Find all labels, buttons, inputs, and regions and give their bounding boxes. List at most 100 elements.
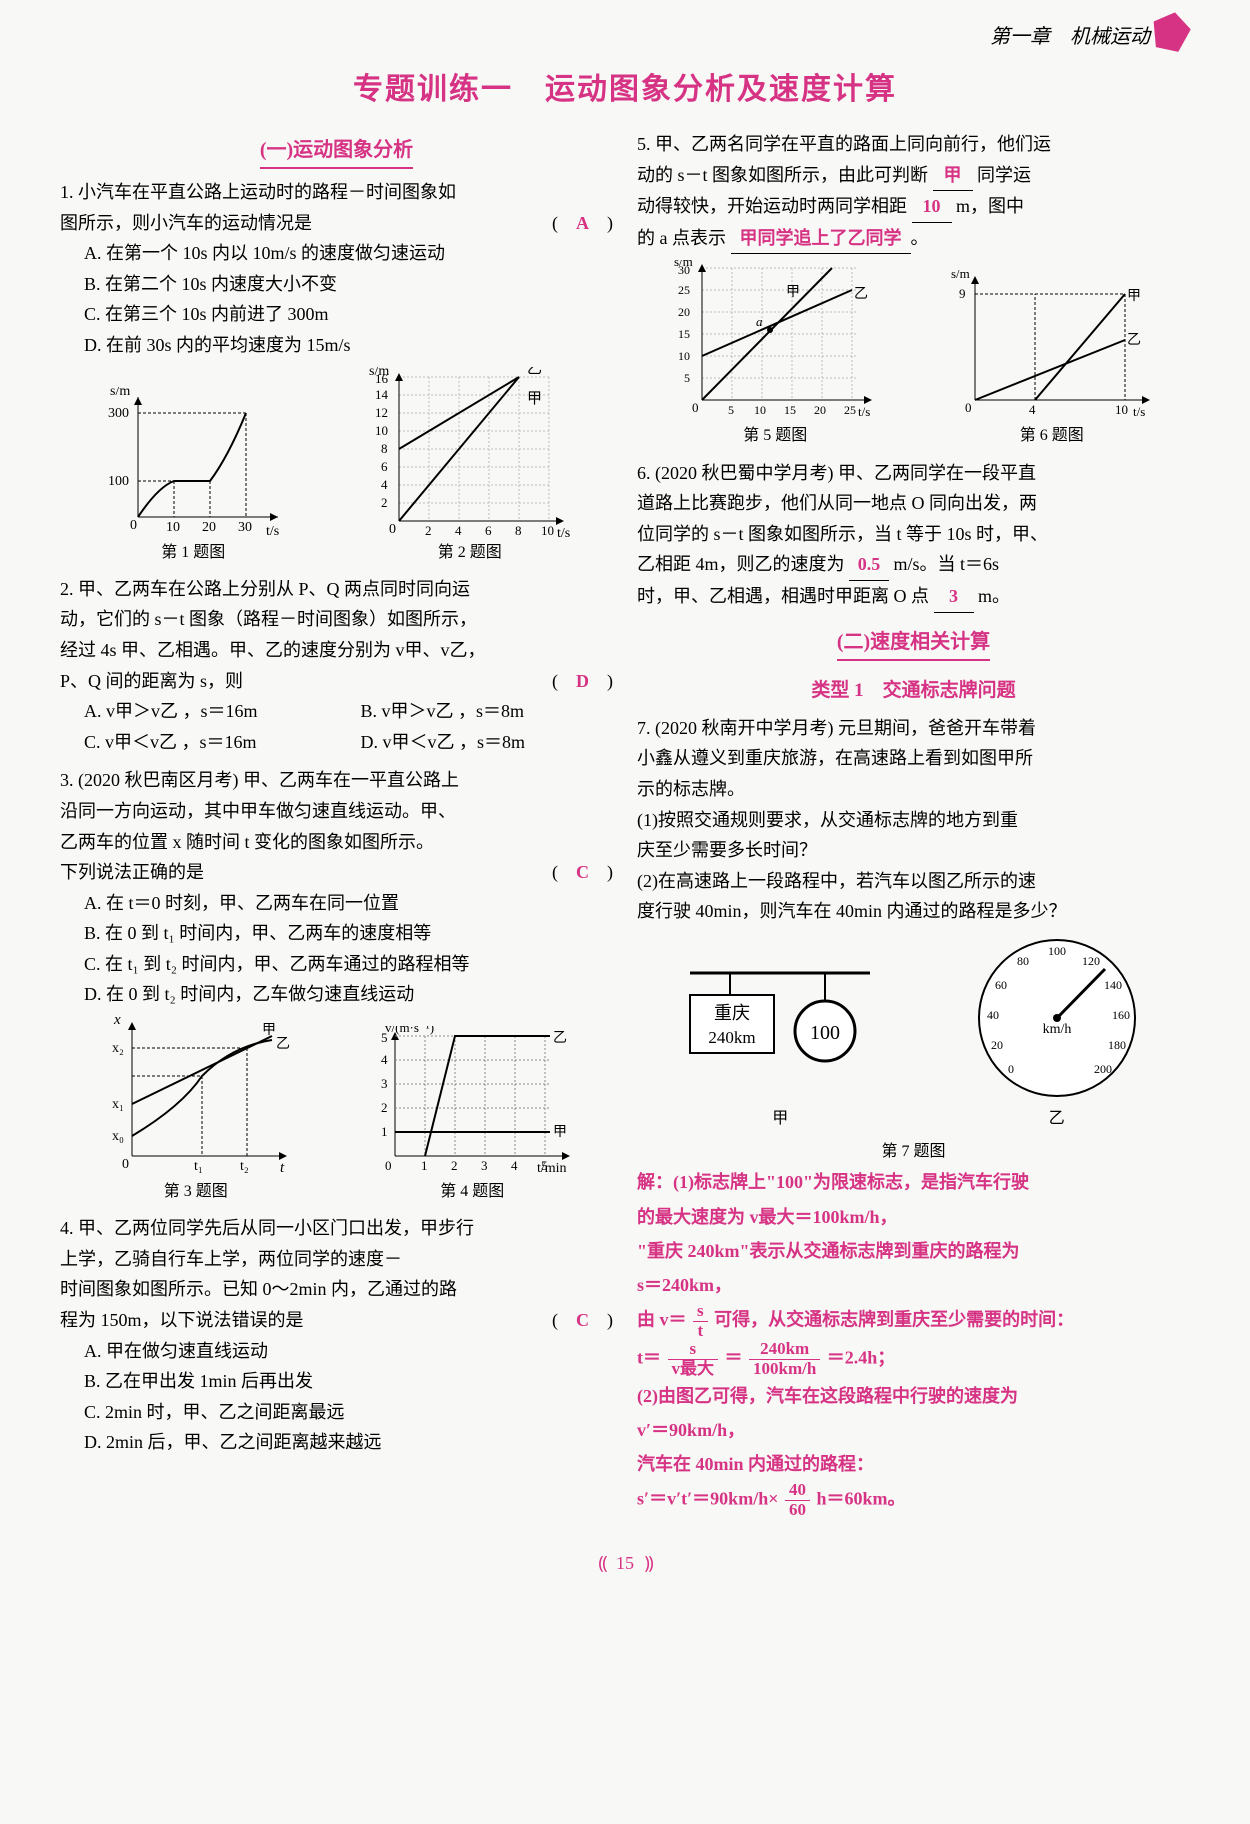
svg-text:甲: 甲 [786, 285, 800, 300]
chart-5-svg: s/m t/s 0 5 10 15 20 25 30 5 10 15 [670, 260, 880, 420]
p4-option-d: D. 2min 后，甲、乙之间距离越来越远 [60, 1427, 613, 1458]
svg-text:5: 5 [541, 1158, 548, 1173]
svg-text:40: 40 [987, 1008, 999, 1022]
sol-line: 的最大速度为 v最大＝100km/h， [637, 1200, 1190, 1234]
left-column: (一)运动图象分析 1. 小汽车在平直公路上运动时的路程－时间图象如 图所示，则… [60, 129, 613, 1528]
svg-text:4: 4 [455, 523, 462, 537]
svg-text:2: 2 [425, 523, 432, 537]
p1-option-c: C. 在第三个 10s 内前进了 300m [60, 299, 613, 330]
svg-text:1: 1 [381, 1124, 388, 1139]
p6-stem-line: m。 [978, 586, 1010, 606]
p6-stem-line: 位同学的 s－t 图象如图所示，当 t 等于 10s 时，甲、 [637, 519, 1190, 550]
section-2-title: (二)速度相关计算 [837, 625, 990, 661]
p5-stem-line: 5. 甲、乙两名同学在平直的路面上同向前行，他们运 [637, 129, 1190, 160]
svg-text:0: 0 [389, 522, 396, 537]
svg-text:10: 10 [166, 520, 180, 535]
figure-5: s/m t/s 0 5 10 15 20 25 30 5 10 15 [670, 260, 880, 449]
p3-stem-line: 沿同一方向运动，其中甲车做匀速直线运动。甲、 [60, 796, 613, 827]
figure-2: s/m t/s 0 2 4 6 8 10 12 14 16 2 [365, 367, 575, 566]
svg-text:25: 25 [844, 403, 856, 417]
svg-text:a: a [756, 314, 763, 329]
p5-blank-2: 10 [912, 191, 952, 223]
p1-option-b: B. 在第二个 10s 内速度大小不变 [60, 269, 613, 300]
svg-text:16: 16 [375, 371, 389, 386]
right-column: 5. 甲、乙两名同学在平直的路面上同向前行，他们运 动的 s－t 图象如图所示，… [637, 129, 1190, 1528]
p4-stem-line: 时间图象如图所示。已知 0～2min 内，乙通过的路 [60, 1274, 613, 1305]
sol-line: t＝ sv最大 ＝ 240km100km/h ＝2.4h； [637, 1340, 1190, 1378]
p3-answer: C [576, 862, 589, 882]
page-number-value: 15 [616, 1553, 634, 1573]
p6-stem-line: m/s。当 t＝6s [894, 554, 1000, 574]
fraction-icon: st [693, 1302, 708, 1340]
p7-figure-row: 重庆 240km 100 甲 km/h [637, 933, 1190, 1132]
svg-text:14: 14 [375, 387, 389, 402]
p4-stem-line: 程为 150m，以下说法错误的是 [60, 1310, 304, 1330]
svg-text:5: 5 [381, 1030, 388, 1045]
svg-text:乙: 乙 [553, 1030, 567, 1046]
problem-2: 2. 甲、乙两车在公路上分别从 P、Q 两点同时同向运 动，它们的 s－t 图象… [60, 574, 613, 758]
svg-text:180: 180 [1108, 1038, 1126, 1052]
p2-stem-line: 动，它们的 s－t 图象（路程－时间图象）如图所示， [60, 604, 613, 635]
p5-figure-row: s/m t/s 0 5 10 15 20 25 30 5 10 15 [637, 260, 1190, 449]
problem-1: 1. 小汽车在平直公路上运动时的路程－时间图象如 图所示，则小汽车的运动情况是 … [60, 177, 613, 566]
svg-text:t/s: t/s [1133, 404, 1145, 419]
p6-stem-line: 时，甲、乙相遇，相遇时甲距离 O 点 [637, 586, 929, 606]
sol-line: s＝240km， [637, 1268, 1190, 1302]
svg-text:300: 300 [108, 406, 129, 421]
chart-2-svg: s/m t/s 0 2 4 6 8 10 12 14 16 2 [365, 367, 575, 537]
svg-text:甲: 甲 [527, 391, 542, 407]
section-2-subtitle: 类型 1 交通标志牌问题 [637, 675, 1190, 707]
p2-option-a: A. v甲＞v乙 ，s＝16m [60, 696, 337, 727]
svg-text:5: 5 [728, 403, 734, 417]
figure-1: s/m t/s 0 100 300 10 20 30 [98, 387, 288, 566]
sol-line: v′＝90km/h， [637, 1413, 1190, 1447]
main-title: 专题训练一 运动图象分析及速度计算 [60, 64, 1190, 115]
svg-text:3: 3 [381, 1076, 388, 1091]
svg-text:v/(m·s⁻¹): v/(m·s⁻¹) [385, 1026, 434, 1035]
p1-stem-line: 1. 小汽车在平直公路上运动时的路程－时间图象如 [60, 177, 613, 208]
svg-text:4: 4 [381, 1052, 388, 1067]
p2-stem-line: 2. 甲、乙两车在公路上分别从 P、Q 两点同时同向运 [60, 574, 613, 605]
p6-stem-line: 6. (2020 秋巴蜀中学月考) 甲、乙两同学在一段平直 [637, 458, 1190, 489]
svg-text:乙: 乙 [276, 1036, 290, 1052]
figure-1-caption: 第 1 题图 [98, 539, 288, 566]
svg-text:3: 3 [481, 1158, 488, 1173]
svg-text:30: 30 [678, 263, 690, 277]
svg-text:100: 100 [108, 474, 129, 489]
svg-text:10: 10 [1115, 402, 1128, 417]
p7-q2-line: 度行驶 40min，则汽车在 40min 内通过的路程是多少？ [637, 896, 1190, 927]
svg-text:4: 4 [511, 1158, 518, 1173]
p7-stem-line: 小鑫从遵义到重庆旅游，在高速路上看到如图甲所 [637, 743, 1190, 774]
p6-stem-line: 道路上比赛跑步，他们从同一地点 O 同向出发，两 [637, 488, 1190, 519]
svg-text:200: 200 [1094, 1062, 1112, 1076]
svg-text:t: t [280, 1160, 285, 1176]
section-1-title: (一)运动图象分析 [260, 133, 413, 169]
chart-4-svg: v/(m·s⁻¹) t/min [367, 1026, 577, 1176]
svg-text:80: 80 [1017, 954, 1029, 968]
svg-text:乙: 乙 [1127, 332, 1141, 348]
two-column-layout: (一)运动图象分析 1. 小汽车在平直公路上运动时的路程－时间图象如 图所示，则… [60, 129, 1190, 1528]
p1-answer-paren: ( A ) [552, 208, 613, 239]
figure-7-caption: 第 7 题图 [637, 1138, 1190, 1165]
p3-option-c: C. 在 t₁ 到 t₂ 时间内，甲、乙两车通过的路程相等 [60, 949, 613, 980]
svg-text:t/s: t/s [557, 526, 570, 537]
figure-4: v/(m·s⁻¹) t/min [367, 1026, 577, 1205]
p5-blank-3: 甲同学追上了乙同学 [731, 223, 911, 255]
p3-answer-paren: ( C ) [552, 857, 613, 888]
chart-1-svg: s/m t/s 0 100 300 10 20 30 [98, 387, 288, 537]
p5-stem-line: 同学运 [977, 165, 1031, 185]
p2-answer: D [576, 671, 589, 691]
sol-line: s′＝v′t′＝90km/h× 4060 h＝60km。 [637, 1481, 1190, 1519]
p2-stem-line: P、Q 间的距离为 s，则 [60, 671, 243, 691]
p3-stem-line: 下列说法正确的是 [60, 862, 204, 882]
problem-7: 7. (2020 秋南开中学月考) 元旦期间，爸爸开车带着 小鑫从遵义到重庆旅游… [637, 713, 1190, 1520]
p6-stem-line: 乙相距 4m，则乙的速度为 [637, 554, 845, 574]
svg-text:240km: 240km [709, 1028, 756, 1047]
p4-answer: C [576, 1310, 589, 1330]
p6-blank-1: 0.5 [849, 549, 889, 581]
svg-text:甲: 甲 [553, 1125, 567, 1140]
svg-text:s/m: s/m [110, 387, 130, 399]
svg-text:t/s: t/s [266, 524, 279, 537]
problem-3: 3. (2020 秋巴南区月考) 甲、乙两车在一平直公路上 沿同一方向运动，其中… [60, 765, 613, 1205]
chart-3-svg: x t 0 甲 乙 [96, 1016, 296, 1176]
